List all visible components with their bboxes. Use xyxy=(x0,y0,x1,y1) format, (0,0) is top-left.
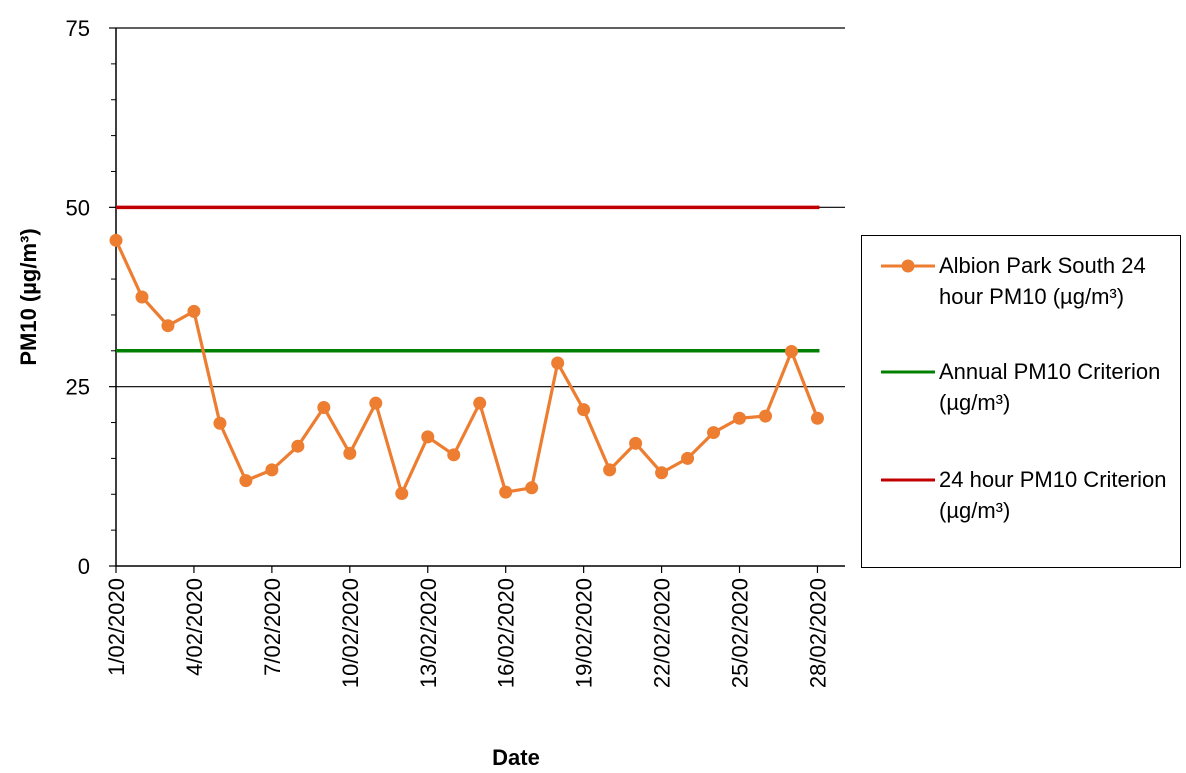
y-tick-label-50: 50 xyxy=(66,195,90,220)
point-albion-park-7 xyxy=(265,463,279,477)
point-albion-park-12 xyxy=(395,487,409,501)
point-albion-park-1 xyxy=(109,233,123,247)
legend-label-albion-park: Albion Park South 24 hour PM10 (µg/m³) xyxy=(939,253,1146,309)
point-albion-park-2 xyxy=(135,290,149,304)
legend-swatch-24hr-criterion xyxy=(881,478,935,482)
point-albion-park-24 xyxy=(707,426,721,440)
point-albion-park-22 xyxy=(655,466,669,480)
legend: Albion Park South 24 hour PM10 (µg/m³) A… xyxy=(861,235,1181,568)
x-tick-label: 19/02/2020 xyxy=(572,578,597,688)
x-ticks: 1/02/2020 4/02/2020 7/02/2020 10/02/2020 13/… xyxy=(104,566,830,688)
point-albion-park-28 xyxy=(810,411,824,425)
y-tick-label-25: 25 xyxy=(66,375,90,400)
x-tick-label: 4/02/2020 xyxy=(182,578,207,676)
x-tick-label: 1/02/2020 xyxy=(104,578,129,676)
x-tick-label: 10/02/2020 xyxy=(338,578,363,688)
x-axis-title: Date xyxy=(492,745,540,770)
point-albion-park-26 xyxy=(759,409,772,423)
legend-label-annual-criterion: Annual PM10 Criterion (µg/m³) xyxy=(939,359,1161,415)
point-albion-park-11 xyxy=(369,396,383,410)
point-albion-park-13 xyxy=(421,430,435,444)
point-albion-park-23 xyxy=(681,451,695,465)
point-albion-park-25 xyxy=(733,411,747,425)
legend-item-24hr-criterion: 24 hour PM10 Criterion (µg/m³) xyxy=(862,464,1180,534)
x-tick-label: 13/02/2020 xyxy=(416,578,441,688)
y-axis-title: PM10 (µg/m³) xyxy=(16,228,41,365)
point-albion-park-19 xyxy=(577,403,591,417)
y-tick-label-0: 0 xyxy=(78,554,90,579)
point-albion-park-14 xyxy=(447,448,461,462)
x-tick-label: 16/02/2020 xyxy=(494,578,519,688)
legend-swatch-annual-criterion xyxy=(881,370,935,374)
point-albion-park-18 xyxy=(551,356,565,370)
y-ticks: 0 25 50 75 xyxy=(66,16,116,579)
x-tick-label: 7/02/2020 xyxy=(260,578,285,676)
point-albion-park-3 xyxy=(161,319,175,333)
point-albion-park-16 xyxy=(499,485,513,499)
x-tick-label: 28/02/2020 xyxy=(805,578,830,688)
y-tick-label-75: 75 xyxy=(66,16,90,41)
legend-item-albion-park: Albion Park South 24 hour PM10 (µg/m³) xyxy=(862,250,1180,350)
line-albion-park xyxy=(114,239,819,496)
point-albion-park-10 xyxy=(343,446,357,460)
point-albion-park-20 xyxy=(603,463,617,477)
legend-label-24hr-criterion: 24 hour PM10 Criterion (µg/m³) xyxy=(939,467,1167,523)
legend-swatch-albion-park xyxy=(881,259,935,273)
legend-item-annual-criterion: Annual PM10 Criterion (µg/m³) xyxy=(862,356,1180,426)
series-group xyxy=(109,205,824,501)
x-tick-label: 25/02/2020 xyxy=(728,578,753,688)
point-albion-park-15 xyxy=(473,396,487,410)
point-albion-park-27 xyxy=(784,345,798,359)
point-albion-park-4 xyxy=(187,304,201,318)
axes xyxy=(115,28,845,567)
point-albion-park-6 xyxy=(239,474,253,488)
point-albion-park-9 xyxy=(317,400,331,414)
x-tick-label: 22/02/2020 xyxy=(650,578,675,688)
point-albion-park-17 xyxy=(525,481,539,495)
point-albion-park-5 xyxy=(213,416,227,430)
point-albion-park-21 xyxy=(629,436,643,450)
point-albion-park-8 xyxy=(291,439,305,453)
